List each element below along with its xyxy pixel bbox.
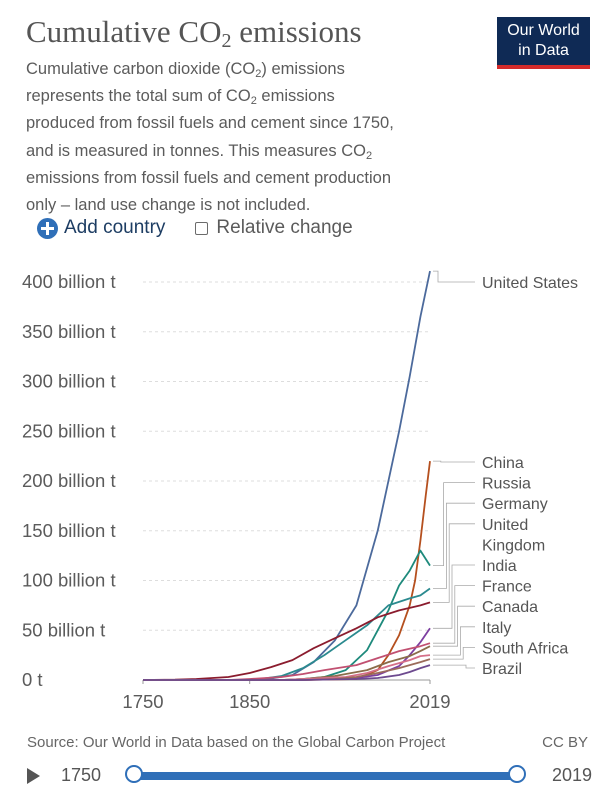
timeline-end-year: 2019 bbox=[551, 765, 592, 785]
source-note: Source: Our World in Data based on the G… bbox=[27, 734, 446, 751]
subtitle-line: and is measured in tonnes. This measures… bbox=[26, 141, 373, 162]
legend-label: Kingdom bbox=[482, 537, 545, 554]
legend-leader-line bbox=[433, 270, 475, 283]
y-tick-label: 300 billion t bbox=[22, 371, 116, 392]
y-tick-label: 400 billion t bbox=[22, 271, 116, 292]
chart-title: Cumulative CO2 emissions bbox=[26, 14, 362, 53]
legend-label: Canada bbox=[482, 599, 538, 616]
subtitle-line: emissions from fossil fuels and cement p… bbox=[26, 168, 391, 187]
subtitle-line: Cumulative carbon dioxide (CO2) emission… bbox=[26, 60, 345, 80]
checkbox-icon[interactable] bbox=[195, 221, 209, 235]
series-line bbox=[142, 601, 431, 681]
legend: United States China Russia Germany United Kin… bbox=[433, 270, 578, 678]
subtitle-line: produced from fossil fuels and cement si… bbox=[26, 114, 394, 133]
timeline: 1750 2019 bbox=[27, 762, 592, 790]
add-country-label: Add country bbox=[64, 217, 166, 238]
legend-leader-line bbox=[433, 626, 475, 656]
owid-logo[interactable]: Our World in Data bbox=[497, 17, 590, 69]
legend-label: Russia bbox=[482, 476, 531, 493]
legend-leader-line bbox=[433, 585, 475, 644]
x-tick-label: 1850 bbox=[229, 691, 270, 712]
y-tick-label: 200 billion t bbox=[22, 470, 116, 491]
relative-change-label: Relative change bbox=[216, 217, 353, 238]
y-tick-label: 250 billion t bbox=[22, 420, 116, 441]
logo-line1: Our World bbox=[507, 22, 580, 39]
legend-label: Brazil bbox=[482, 661, 522, 678]
legend-label: United States bbox=[482, 275, 578, 292]
title-text: Cumulative CO bbox=[26, 14, 222, 49]
relative-change-toggle[interactable]: Relative change bbox=[195, 217, 353, 239]
timeline-track[interactable] bbox=[134, 772, 518, 780]
chart-subtitle: Cumulative carbon dioxide (CO2) emission… bbox=[26, 58, 456, 221]
legend-label: India bbox=[482, 558, 517, 575]
legend-leader-line bbox=[433, 482, 475, 567]
legend-label: China bbox=[482, 455, 524, 472]
add-country-button[interactable]: Add country bbox=[37, 217, 165, 239]
x-tick-label: 2019 bbox=[409, 691, 450, 712]
y-tick-label: 350 billion t bbox=[22, 321, 116, 342]
y-tick-label: 100 billion t bbox=[22, 570, 116, 591]
legend-leader-line bbox=[433, 646, 475, 660]
series-line bbox=[143, 270, 431, 681]
legend-leader-line bbox=[433, 523, 475, 603]
grid bbox=[143, 281, 430, 681]
y-axis-ticks: 0 t 50 billion t 100 billion t 150 billion … bbox=[22, 271, 116, 690]
legend-label: Italy bbox=[482, 620, 511, 637]
subtitle-line: represents the total sum of CO2 emission… bbox=[26, 87, 335, 108]
license-link[interactable]: CC BY bbox=[542, 734, 588, 751]
title-suffix: emissions bbox=[231, 14, 362, 49]
legend-label: South Africa bbox=[482, 640, 568, 657]
legend-leader-line bbox=[433, 502, 475, 589]
series-lines bbox=[142, 270, 431, 681]
timeline-start-handle[interactable] bbox=[125, 765, 143, 783]
y-tick-label: 0 t bbox=[22, 669, 43, 690]
title-subscript: 2 bbox=[221, 30, 232, 52]
legend-label: Germany bbox=[482, 496, 548, 513]
x-tick-label: 1750 bbox=[122, 691, 163, 712]
timeline-end-handle[interactable] bbox=[508, 765, 526, 783]
legend-leader-line bbox=[433, 460, 475, 463]
chart-controls: Add country Relative change bbox=[37, 214, 353, 242]
line-chart: 0 t 50 billion t 100 billion t 150 billion … bbox=[22, 270, 578, 712]
series-line bbox=[143, 549, 431, 681]
legend-leader-line bbox=[433, 605, 475, 647]
series-line bbox=[143, 664, 431, 681]
play-icon[interactable] bbox=[27, 768, 40, 784]
y-tick-label: 150 billion t bbox=[22, 520, 116, 541]
subtitle-line: only – land use change is not included. bbox=[26, 196, 311, 215]
legend-leader-line bbox=[433, 664, 475, 669]
y-tick-label: 50 billion t bbox=[22, 619, 105, 640]
timeline-start-year: 1750 bbox=[61, 765, 102, 785]
legend-label: United bbox=[482, 517, 528, 534]
x-axis-ticks: 1750 1850 2019 bbox=[122, 680, 451, 712]
series-line bbox=[143, 460, 431, 681]
legend-label: France bbox=[482, 579, 532, 596]
plus-circle-icon bbox=[37, 217, 58, 239]
logo-line2: in Data bbox=[518, 42, 569, 59]
legend-leader-line bbox=[433, 564, 475, 629]
